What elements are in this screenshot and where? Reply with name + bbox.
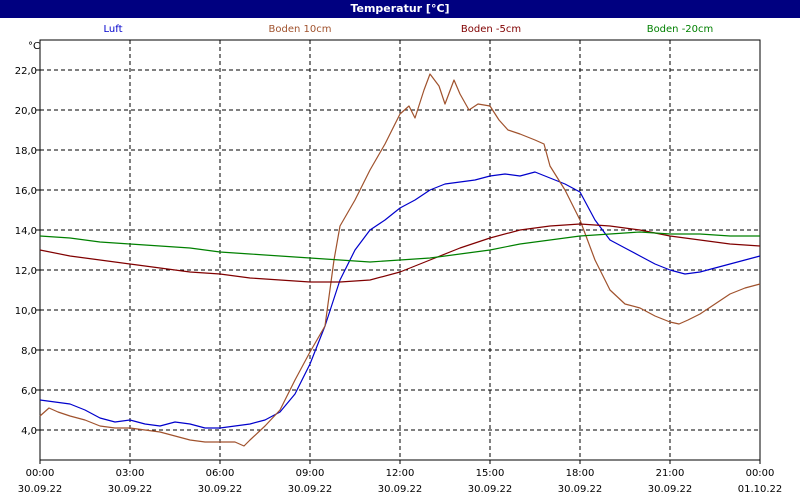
grid [40, 40, 760, 460]
x-tick-label-time: 21:00 [656, 468, 685, 479]
x-tick-label-date: 30.09.22 [378, 484, 423, 495]
y-tick-label: 14,0 [15, 226, 37, 237]
y-axis-unit: °C [28, 41, 40, 52]
x-tick-label-date: 01.10.22 [738, 484, 783, 495]
x-tick-label-date: 30.09.22 [468, 484, 513, 495]
x-tick-label-time: 09:00 [296, 468, 325, 479]
legend: Luft Boden 10cm Boden -5cm Boden -20cm [104, 24, 714, 35]
x-tick-label-date: 30.09.22 [288, 484, 333, 495]
x-tick-label-time: 18:00 [566, 468, 595, 479]
y-tick-label: 8,0 [21, 346, 37, 357]
y-tick-label: 20,0 [15, 106, 37, 117]
series-line [39, 231, 760, 263]
y-tick-label: 4,0 [21, 426, 37, 437]
x-tick-label-time: 06:00 [206, 468, 235, 479]
y-tick-label: 10,0 [15, 306, 37, 317]
chart-area: 4,0 6,0 8,0 10,0 12,0 14,0 16,0 18,0 20,0 22,0 00… [15, 24, 783, 495]
y-axis: 4,0 6,0 8,0 10,0 12,0 14,0 16,0 18,0 20,0 22,0 [15, 66, 40, 437]
y-tick-label: 18,0 [15, 146, 37, 157]
x-tick-label-date: 30.09.22 [558, 484, 603, 495]
series-line [39, 73, 761, 447]
y-tick-label: 6,0 [21, 386, 37, 397]
series-line [39, 223, 761, 283]
series-line [39, 171, 761, 429]
legend-entry: Boden -20cm [647, 24, 714, 35]
x-tick-label-time: 15:00 [476, 468, 505, 479]
legend-entry: Boden 10cm [269, 24, 332, 35]
x-tick-label-time: 12:00 [386, 468, 415, 479]
x-tick-label-time: 00:00 [746, 468, 775, 479]
y-tick-label: 12,0 [15, 266, 37, 277]
legend-entry: Boden -5cm [461, 24, 521, 35]
series-lines [39, 73, 761, 447]
chart-title: Temperatur [°C] [0, 0, 800, 18]
x-tick-label-date: 30.09.22 [198, 484, 243, 495]
legend-entry: Luft [104, 24, 123, 35]
x-axis: 00:00 30.09.22 03:00 30.09.22 06:00 30.09.22 0… [18, 460, 783, 495]
y-tick-label: 16,0 [15, 186, 37, 197]
y-tick-label: 22,0 [15, 66, 37, 77]
x-tick-label-time: 00:00 [26, 468, 55, 479]
x-tick-label-date: 30.09.22 [108, 484, 153, 495]
x-tick-label-time: 03:00 [116, 468, 145, 479]
x-tick-label-date: 30.09.22 [648, 484, 693, 495]
x-tick-label-date: 30.09.22 [18, 484, 63, 495]
